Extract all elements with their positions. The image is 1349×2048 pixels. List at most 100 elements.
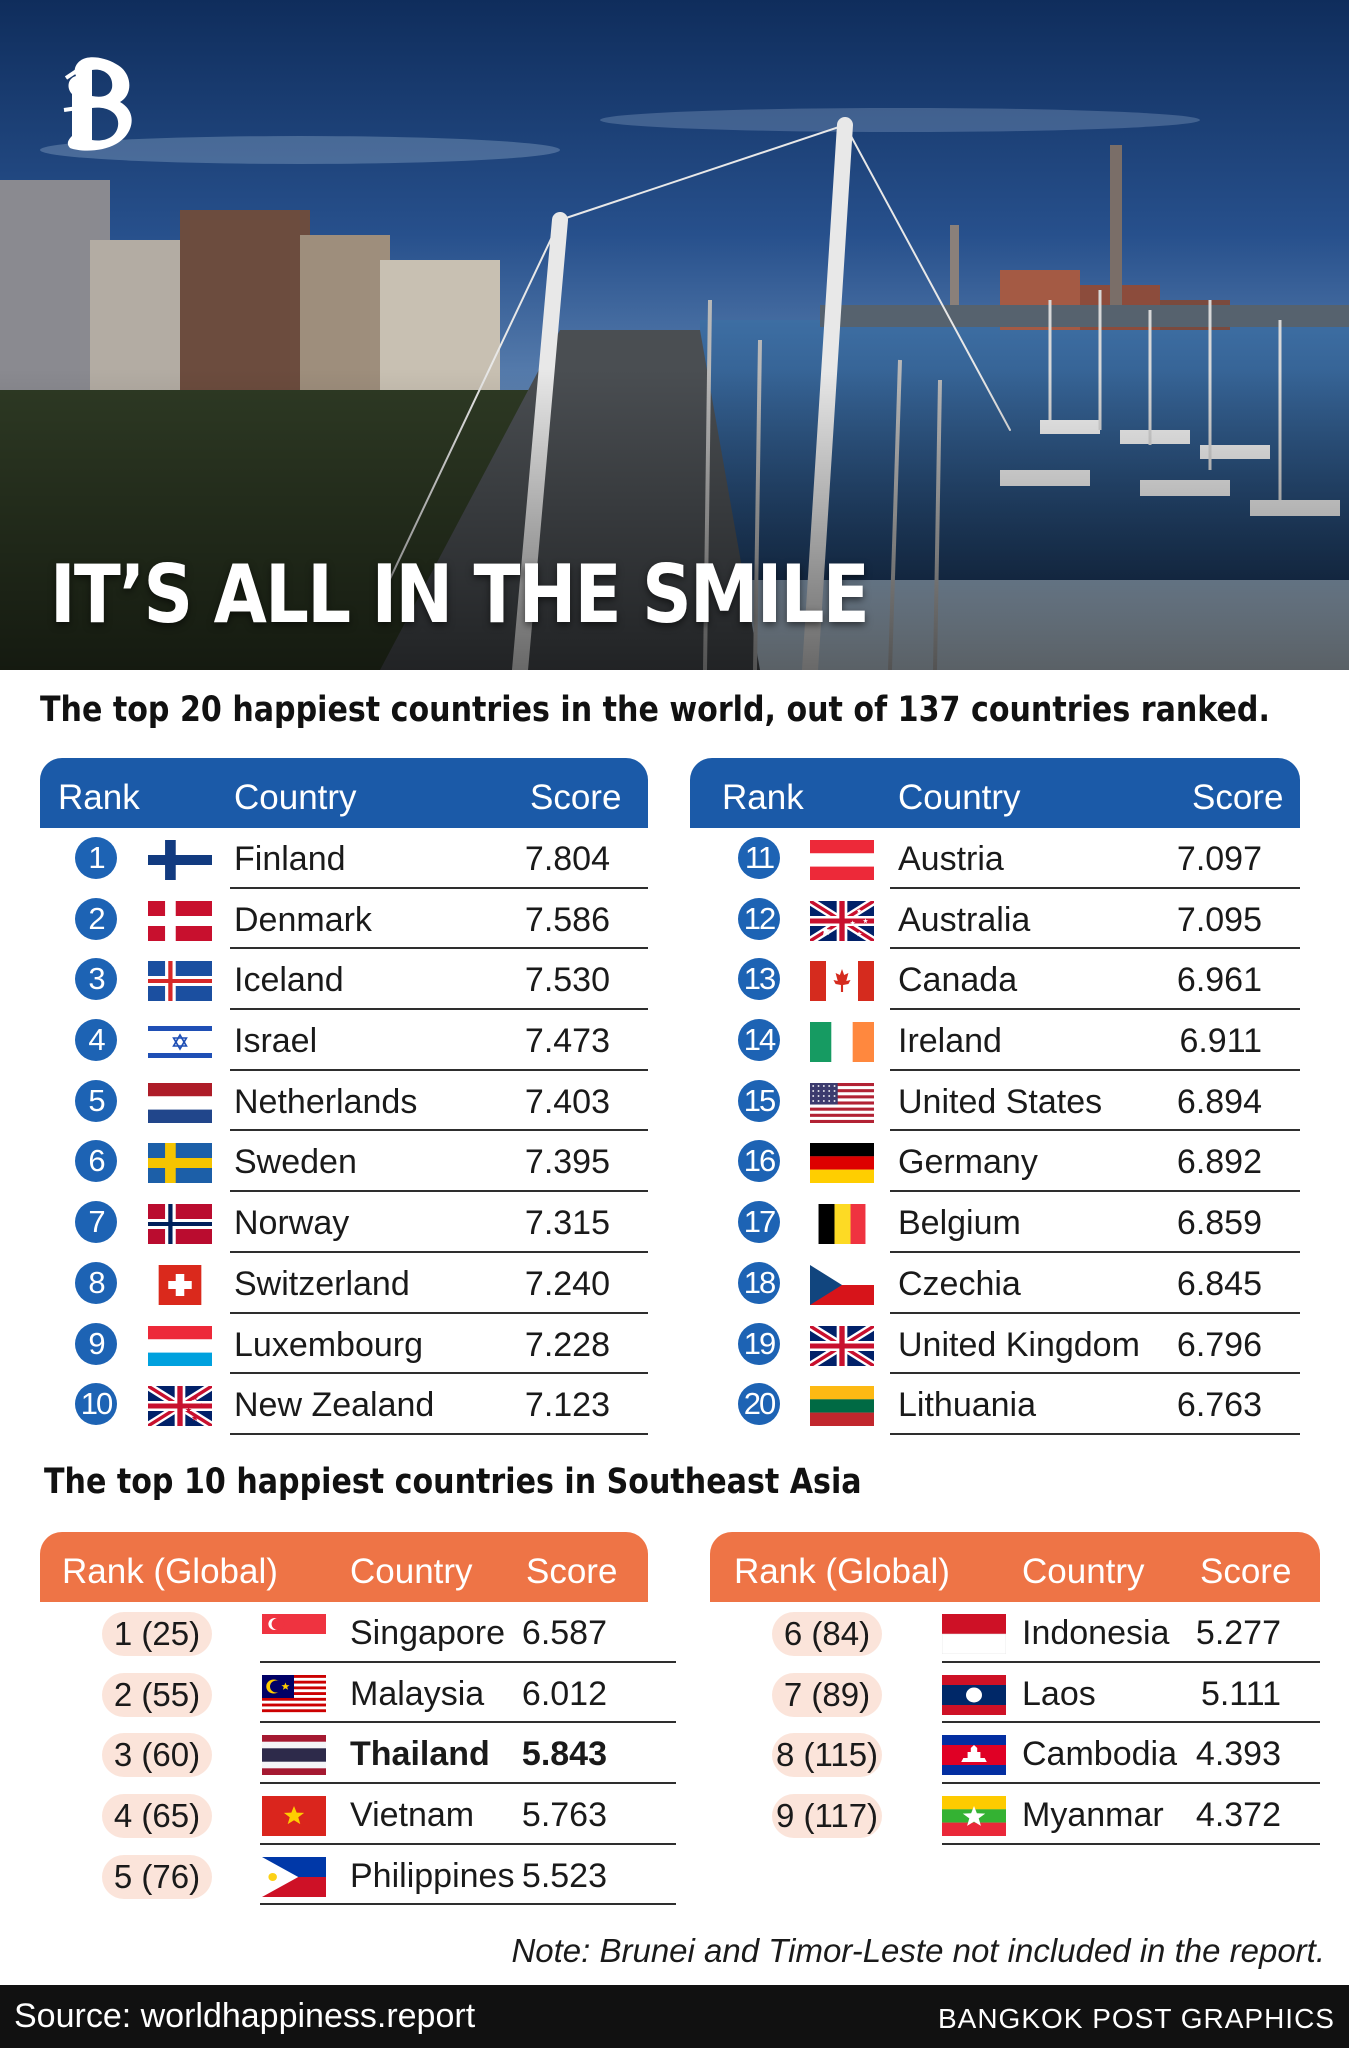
- row-divider: [230, 1311, 648, 1314]
- sea-section-title: The top 10 happiest countries in Southea…: [44, 1462, 862, 1502]
- score-value: 4.393: [1195, 1735, 1281, 1774]
- row-divider: [230, 1068, 648, 1071]
- row-divider: [890, 1372, 1300, 1375]
- table-row: 1 Finland 7.804: [40, 828, 648, 889]
- row-divider: [890, 1190, 1300, 1193]
- table-row: 7 (89) Laos 5.111: [710, 1663, 1320, 1724]
- table-row: 5 (76) Philippines 5.523: [40, 1845, 676, 1906]
- score-value: 6.796: [1176, 1325, 1262, 1364]
- country-name: Switzerland: [234, 1264, 410, 1303]
- rank-pill: 5 (76): [102, 1854, 212, 1899]
- ireland-flag-icon: [810, 1022, 874, 1063]
- rank-badge: 5: [75, 1079, 117, 1122]
- score-value: 6.859: [1176, 1204, 1262, 1243]
- singapore-flag-icon: [262, 1614, 326, 1654]
- rank-column-header: Rank (Global): [734, 1552, 950, 1591]
- table-row: 7 Norway 7.315: [40, 1192, 648, 1253]
- score-value: 7.804: [524, 840, 610, 878]
- score-value: 7.586: [524, 900, 610, 939]
- row-divider: [230, 1250, 648, 1253]
- table-row: 20 Lithuania 6.763: [690, 1374, 1300, 1435]
- luxembourg-flag-icon: [148, 1325, 212, 1366]
- rank-badge: 20: [738, 1383, 780, 1426]
- rank-pill: 4 (65): [102, 1794, 212, 1839]
- table-row: 18 Czechia 6.845: [690, 1253, 1300, 1314]
- score-value: 7.095: [1176, 900, 1262, 939]
- country-name: Vietnam: [350, 1796, 475, 1835]
- row-divider: [890, 1008, 1300, 1011]
- country-name: Iceland: [234, 961, 344, 1000]
- score-value: 5.763: [521, 1796, 607, 1835]
- finland-flag-icon: [148, 840, 212, 880]
- rank-pill: 8 (115): [772, 1733, 882, 1778]
- row-divider: [942, 1782, 1320, 1785]
- czechia-flag-icon: [810, 1264, 874, 1305]
- score-value: 7.395: [524, 1143, 610, 1182]
- country-column-header: Country: [1022, 1552, 1145, 1591]
- row-divider: [230, 1432, 648, 1435]
- country-name: United Kingdom: [898, 1325, 1140, 1364]
- brand-label: BANGKOK POST GRAPHICS: [937, 2003, 1335, 2034]
- country-name: Laos: [1022, 1674, 1096, 1713]
- country-name: Malaysia: [350, 1674, 485, 1713]
- germany-flag-icon: [810, 1143, 874, 1184]
- top20-table-right: Rank Country Score 11 Austria 7.097 12 Austr…: [690, 758, 1300, 1435]
- norway-flag-icon: [148, 1204, 212, 1245]
- rank-badge: 12: [738, 897, 780, 940]
- austria-flag-icon: [810, 840, 874, 880]
- rank-badge: 6: [75, 1140, 117, 1183]
- row-divider: [260, 1842, 676, 1845]
- score-value: 6.845: [1176, 1264, 1262, 1303]
- switzerland-flag-icon: [148, 1264, 212, 1305]
- table-row: 9 (117) Myanmar 4.372: [710, 1784, 1320, 1845]
- row-divider: [260, 1782, 676, 1785]
- rank-badge: 11: [738, 837, 780, 879]
- australia-flag-icon: [810, 900, 874, 941]
- rank-pill: 7 (89): [772, 1672, 882, 1717]
- indonesia-flag-icon: [942, 1614, 1006, 1654]
- sea-table-left: Rank (Global) Country Score 1 (25) Singap…: [40, 1532, 676, 1906]
- score-value: 6.961: [1176, 961, 1262, 1000]
- score-value: 5.843: [521, 1735, 607, 1774]
- rank-badge: 3: [75, 958, 117, 1001]
- rank-column-header: Rank: [722, 778, 804, 817]
- table-row: 12 Australia 7.095: [690, 889, 1300, 950]
- table-row: 8 Switzerland 7.240: [40, 1253, 648, 1314]
- united-kingdom-flag-icon: [810, 1325, 874, 1366]
- row-divider: [942, 1721, 1320, 1724]
- row-divider: [230, 947, 648, 950]
- score-value: 7.530: [524, 961, 610, 1000]
- table-row: 10 New Zealand 7.123: [40, 1374, 648, 1435]
- country-name: Lithuania: [898, 1386, 1037, 1425]
- canada-flag-icon: [810, 961, 874, 1002]
- table-row: 15 United States 6.894: [690, 1071, 1300, 1132]
- score-value: 6.911: [1179, 1022, 1262, 1061]
- country-name: Finland: [234, 840, 346, 878]
- country-name: Indonesia: [1022, 1614, 1170, 1652]
- row-divider: [890, 1129, 1300, 1132]
- table-row: 2 (55) Malaysia 6.012: [40, 1663, 676, 1724]
- country-name: Australia: [898, 900, 1031, 939]
- row-divider: [890, 1068, 1300, 1071]
- country-name: Germany: [898, 1143, 1038, 1182]
- country-name: New Zealand: [234, 1386, 435, 1425]
- rank-badge: 7: [75, 1201, 117, 1244]
- denmark-flag-icon: [148, 900, 212, 941]
- rank-pill: 1 (25): [102, 1612, 212, 1656]
- page-title: IT’S ALL IN THE SMILE: [50, 548, 870, 641]
- united-states-flag-icon: [810, 1082, 874, 1123]
- country-name: Denmark: [234, 900, 372, 939]
- row-divider: [890, 1311, 1300, 1314]
- row-divider: [260, 1903, 676, 1906]
- rank-badge: 4: [75, 1019, 117, 1062]
- table-row: 6 Sweden 7.395: [40, 1131, 648, 1193]
- table-header: Rank (Global) Country Score: [710, 1532, 1320, 1602]
- score-value: 7.097: [1176, 840, 1262, 878]
- row-divider: [260, 1721, 676, 1724]
- laos-flag-icon: [942, 1674, 1006, 1715]
- score-value: 7.228: [524, 1325, 610, 1364]
- table-row: 2 Denmark 7.586: [40, 889, 648, 950]
- philippines-flag-icon: [262, 1856, 326, 1897]
- score-value: 5.111: [1200, 1674, 1281, 1713]
- table-row: 17 Belgium 6.859: [690, 1192, 1300, 1253]
